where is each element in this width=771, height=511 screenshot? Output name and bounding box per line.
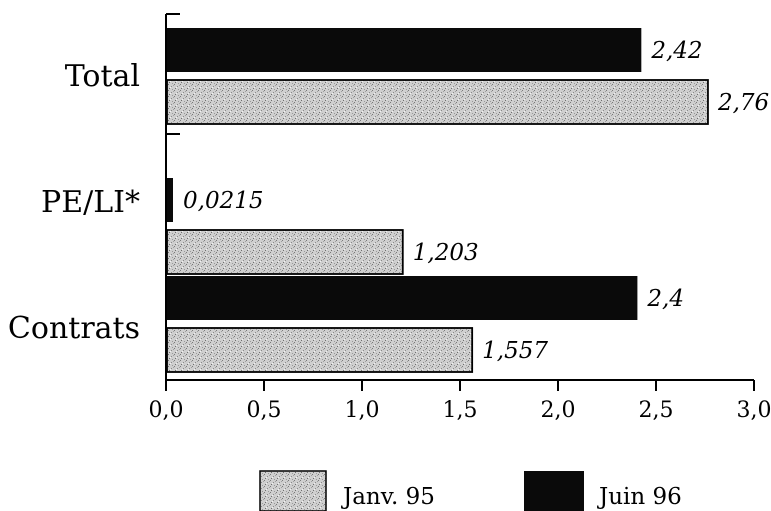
bar-janv-95-contrats bbox=[166, 327, 474, 373]
x-tick-label-5: 2,5 bbox=[639, 398, 674, 423]
x-tick-label-1: 0,5 bbox=[247, 398, 282, 423]
legend: Janv. 95 Juin 96 bbox=[259, 470, 682, 511]
bar-janv-95-total bbox=[166, 79, 709, 125]
bar-janv-95-pe-li bbox=[166, 229, 404, 275]
bars bbox=[166, 28, 709, 373]
data-label-juin-96-total: 2,42 bbox=[650, 38, 702, 64]
data-label-janv-95-total: 2,76 bbox=[717, 90, 769, 116]
legend-swatch-janv-95 bbox=[259, 470, 327, 511]
data-labels: 2,42 2,76 0,0215 1,203 2,4 1,557 bbox=[183, 38, 769, 364]
legend-label-janv-95: Janv. 95 bbox=[341, 484, 435, 510]
category-label-contrats: Contrats bbox=[8, 311, 140, 346]
category-label-pe-li: PE/LI* bbox=[41, 185, 140, 220]
bar-juin-96-pe-li bbox=[167, 178, 173, 222]
x-tick-label-4: 2,0 bbox=[541, 398, 576, 423]
data-label-janv-95-contrats: 1,557 bbox=[482, 338, 548, 364]
data-label-janv-95-pe-li: 1,203 bbox=[413, 240, 479, 266]
legend-label-juin-96: Juin 96 bbox=[597, 484, 682, 510]
data-label-juin-96-contrats: 2,4 bbox=[646, 286, 684, 312]
x-ticks: 0,0 0,5 1,0 1,5 2,0 2,5 3,0 bbox=[149, 380, 771, 423]
category-label-total: Total bbox=[65, 59, 140, 94]
x-tick-label-3: 1,5 bbox=[443, 398, 478, 423]
category-labels: Total PE/LI* Contrats bbox=[8, 59, 140, 346]
x-tick-label-0: 0,0 bbox=[149, 398, 184, 423]
x-tick-label-2: 1,0 bbox=[345, 398, 380, 423]
x-tick-label-6: 3,0 bbox=[737, 398, 771, 423]
bar-juin-96-total bbox=[167, 28, 642, 72]
data-label-juin-96-pe-li: 0,0215 bbox=[183, 188, 263, 214]
legend-swatch-juin-96 bbox=[524, 471, 584, 511]
bar-juin-96-contrats bbox=[167, 276, 638, 320]
